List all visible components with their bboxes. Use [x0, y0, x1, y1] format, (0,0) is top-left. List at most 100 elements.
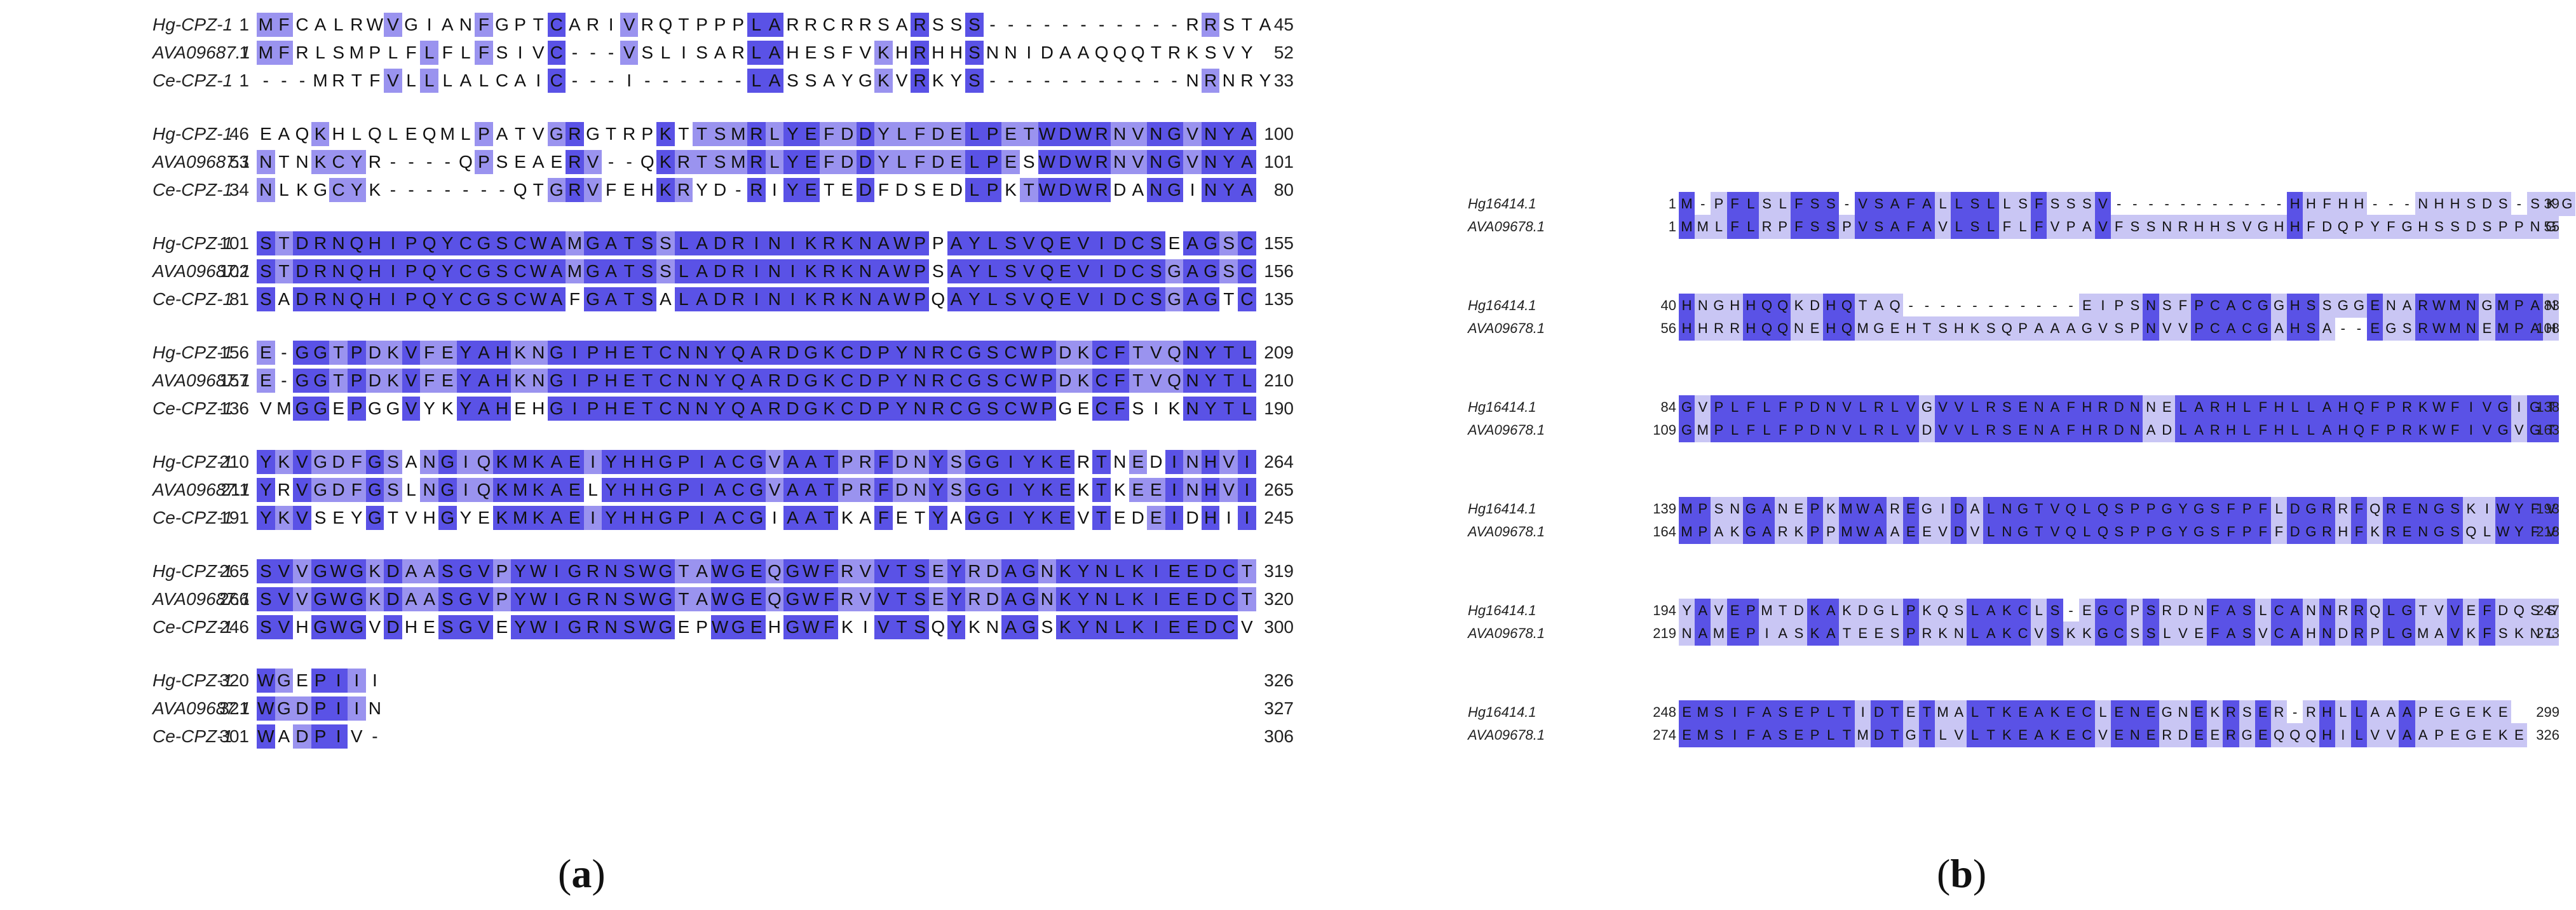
- residue: G: [747, 450, 766, 474]
- residue: K: [1807, 599, 1823, 623]
- residue: -: [444, 180, 451, 200]
- residue: E: [1726, 599, 1743, 623]
- start-position: 246: [219, 617, 249, 637]
- residue: S: [1711, 723, 1727, 747]
- residue: F: [1902, 215, 1919, 239]
- residue: M: [313, 71, 328, 90]
- sequence-row: Hg-CPZ-1 265 S V V G W G K D A A S G V P Y W I G R N S W G T A W G E Q…: [0, 558, 1309, 585]
- residue: Q: [420, 231, 438, 255]
- residue: H: [1201, 450, 1220, 474]
- residue: P: [369, 43, 381, 62]
- residue: Y: [783, 150, 802, 174]
- residue: D: [710, 287, 729, 311]
- residue: A: [874, 231, 893, 255]
- start-position: 53: [229, 152, 249, 172]
- residue: T: [1983, 700, 1999, 724]
- residue: C: [1092, 369, 1111, 393]
- residue: P: [1822, 520, 1839, 544]
- residue: V: [856, 587, 875, 611]
- residue: M: [2447, 316, 2464, 341]
- residue: F: [2254, 497, 2271, 521]
- residue: K: [1005, 180, 1017, 200]
- residue: G: [1019, 559, 1038, 583]
- residue: G: [2159, 700, 2175, 724]
- residue: T: [1238, 587, 1256, 611]
- residue: H: [2335, 520, 2351, 544]
- residue: G: [1679, 395, 1695, 419]
- residue: N: [368, 698, 381, 718]
- residue: F: [820, 150, 838, 174]
- residue: G: [438, 478, 457, 502]
- residue: -: [2228, 196, 2234, 212]
- residue: Y: [892, 397, 911, 421]
- residue: E: [801, 178, 820, 202]
- residue: Y: [710, 369, 729, 393]
- residue: W: [257, 669, 275, 693]
- residue: N: [1998, 497, 2015, 521]
- start-position: 1: [1668, 219, 1676, 234]
- residue: R: [928, 369, 947, 393]
- residue: S: [1223, 15, 1235, 34]
- residue: -: [1700, 196, 1705, 212]
- residue: F: [820, 559, 838, 583]
- residue: G: [311, 397, 330, 421]
- residue: L: [2303, 395, 2319, 419]
- residue: S: [1871, 192, 1887, 216]
- residue: -: [2340, 320, 2345, 336]
- residue: G: [2159, 497, 2175, 521]
- residue: I: [1092, 287, 1111, 311]
- residue: A: [714, 43, 726, 62]
- start-position: 1: [239, 71, 249, 90]
- residue: K: [1074, 369, 1093, 393]
- residue: W: [892, 287, 911, 311]
- residue: F: [2207, 621, 2223, 646]
- residue: F: [1726, 215, 1743, 239]
- residue: H: [2287, 316, 2303, 341]
- residue: N: [1726, 497, 1743, 521]
- residue: F: [2479, 599, 2495, 623]
- residue: F: [347, 478, 366, 502]
- residue: F: [2319, 192, 2335, 216]
- residue: Y: [947, 615, 966, 639]
- panel-a-alignment: Hg-CPZ-1 1 M F C A L R W V G I A N F G P T C A R I V R Q T P P P L A R R…: [0, 13, 1309, 749]
- residue: D: [1149, 452, 1163, 472]
- residue: L: [1967, 395, 1983, 419]
- residue: W: [638, 615, 657, 639]
- residue: S: [804, 71, 817, 90]
- residue: G: [1019, 615, 1038, 639]
- residue: V: [2094, 723, 2112, 747]
- residue: Y: [1019, 506, 1038, 530]
- residue: L: [660, 43, 671, 62]
- residue: G: [783, 587, 802, 611]
- residue: H: [949, 43, 963, 62]
- sequence-row: Ce-CPZ-1 136 V M G G E P G G V Y K Y A H E H G I P H E T C N N Y Q A R…: [0, 395, 1309, 422]
- residue: C: [295, 15, 309, 34]
- residue: T: [2031, 520, 2047, 544]
- residue: V: [1183, 122, 1202, 146]
- residue: G: [1201, 231, 1220, 255]
- residue: M: [566, 259, 584, 283]
- residue: E: [1165, 615, 1184, 639]
- residue: N: [329, 287, 348, 311]
- residue: K: [2078, 621, 2095, 646]
- residue: -: [2180, 196, 2186, 212]
- residue: L: [1855, 395, 1871, 419]
- residue: N: [2526, 621, 2544, 646]
- residue: R: [838, 587, 857, 611]
- residue: Q: [295, 124, 309, 144]
- start-position: 248: [1653, 704, 1676, 720]
- residue: F: [2526, 520, 2544, 544]
- residue: A: [2047, 316, 2063, 341]
- residue: Q: [2063, 497, 2079, 521]
- residue: G: [311, 369, 330, 393]
- start-position: 40: [1660, 297, 1676, 313]
- residue: I: [1190, 180, 1195, 200]
- start-position: 266: [219, 589, 249, 609]
- residue: P: [583, 369, 602, 393]
- residue: V: [2254, 621, 2271, 646]
- residue: N: [765, 259, 784, 283]
- residue: H: [532, 398, 545, 418]
- residue: -: [2293, 704, 2298, 720]
- residue: S: [965, 41, 984, 65]
